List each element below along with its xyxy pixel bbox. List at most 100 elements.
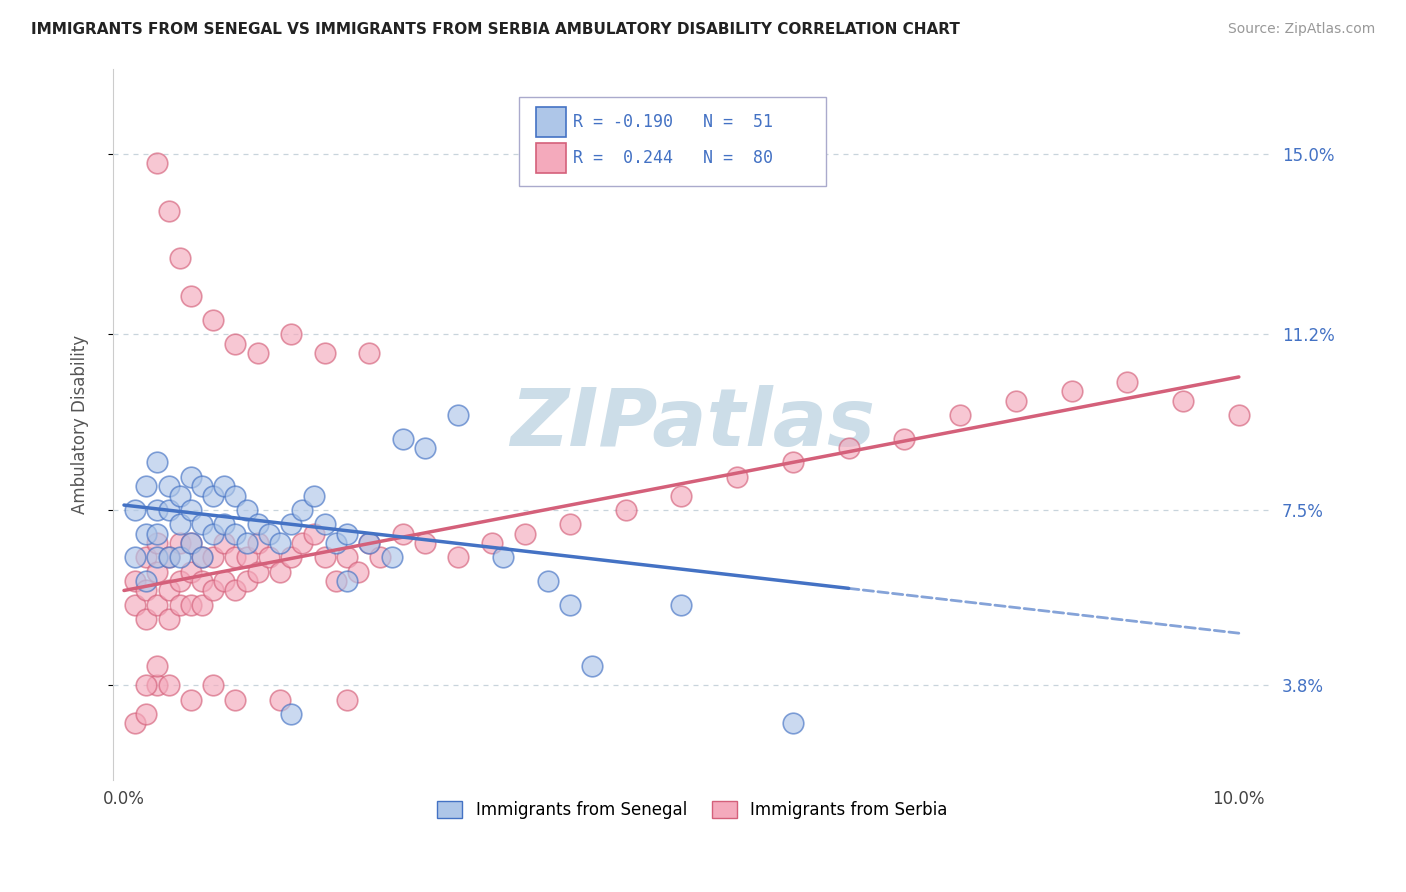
Point <box>191 517 214 532</box>
Point <box>257 526 280 541</box>
Point <box>224 336 246 351</box>
Point <box>235 550 257 565</box>
Point <box>325 574 347 588</box>
Point <box>169 536 191 550</box>
Point <box>269 565 291 579</box>
Point <box>224 583 246 598</box>
Point <box>146 156 169 170</box>
Point <box>280 550 302 565</box>
Point <box>246 517 269 532</box>
Point <box>180 598 202 612</box>
Point <box>157 612 180 626</box>
Point <box>314 550 336 565</box>
Point <box>246 565 269 579</box>
Point <box>359 536 381 550</box>
Point <box>782 455 804 469</box>
Point <box>314 346 336 360</box>
Point <box>1171 393 1194 408</box>
Point <box>336 574 359 588</box>
Point <box>157 583 180 598</box>
Point <box>280 517 302 532</box>
Point <box>191 574 214 588</box>
Text: R = -0.190   N =  51: R = -0.190 N = 51 <box>574 113 773 131</box>
Point <box>235 503 257 517</box>
Point <box>671 598 693 612</box>
Point <box>359 536 381 550</box>
Point <box>413 536 436 550</box>
Point <box>180 565 202 579</box>
Point <box>202 313 225 327</box>
Text: Source: ZipAtlas.com: Source: ZipAtlas.com <box>1227 22 1375 37</box>
Point <box>291 503 314 517</box>
Point <box>447 550 470 565</box>
Point <box>214 517 236 532</box>
Point <box>146 659 169 673</box>
Point <box>380 550 402 565</box>
FancyBboxPatch shape <box>536 107 567 137</box>
Point <box>558 598 581 612</box>
Point <box>157 503 180 517</box>
Point <box>146 598 169 612</box>
Point <box>391 526 413 541</box>
Point <box>169 598 191 612</box>
Point <box>347 565 370 579</box>
Point <box>235 536 257 550</box>
Point <box>169 252 191 266</box>
Point <box>180 536 202 550</box>
Point <box>537 574 560 588</box>
Point <box>257 550 280 565</box>
Point <box>359 346 381 360</box>
Point <box>146 503 169 517</box>
Point <box>124 574 146 588</box>
Point <box>157 550 180 565</box>
Point <box>146 565 169 579</box>
Point <box>135 583 157 598</box>
Point <box>202 678 225 692</box>
Point <box>169 517 191 532</box>
Text: R =  0.244   N =  80: R = 0.244 N = 80 <box>574 149 773 167</box>
Point <box>169 550 191 565</box>
Point <box>124 503 146 517</box>
Y-axis label: Ambulatory Disability: Ambulatory Disability <box>72 334 89 514</box>
Point <box>135 678 157 692</box>
Point <box>202 550 225 565</box>
Point <box>515 526 537 541</box>
Point <box>202 489 225 503</box>
Point <box>169 489 191 503</box>
Point <box>235 574 257 588</box>
Point <box>280 706 302 721</box>
Point <box>157 479 180 493</box>
Point <box>1116 375 1139 389</box>
Point <box>124 598 146 612</box>
Point <box>224 489 246 503</box>
Point <box>191 550 214 565</box>
Point <box>146 550 169 565</box>
Point <box>180 469 202 483</box>
Point <box>302 526 325 541</box>
Point <box>135 612 157 626</box>
Text: ZIPatlas: ZIPatlas <box>510 385 875 464</box>
Point <box>214 479 236 493</box>
Point <box>325 536 347 550</box>
Point <box>214 574 236 588</box>
Point <box>413 441 436 455</box>
Point <box>269 692 291 706</box>
Point <box>280 327 302 342</box>
Point <box>124 550 146 565</box>
FancyBboxPatch shape <box>536 144 567 173</box>
Point <box>146 536 169 550</box>
Point <box>146 678 169 692</box>
Point <box>146 526 169 541</box>
Point <box>336 526 359 541</box>
Point <box>1060 384 1083 399</box>
Point <box>291 536 314 550</box>
Point <box>180 289 202 303</box>
Point <box>246 536 269 550</box>
Point <box>314 517 336 532</box>
Point <box>124 716 146 731</box>
Point <box>224 526 246 541</box>
Point <box>949 408 972 422</box>
Point <box>782 716 804 731</box>
Point <box>135 574 157 588</box>
Point <box>336 550 359 565</box>
